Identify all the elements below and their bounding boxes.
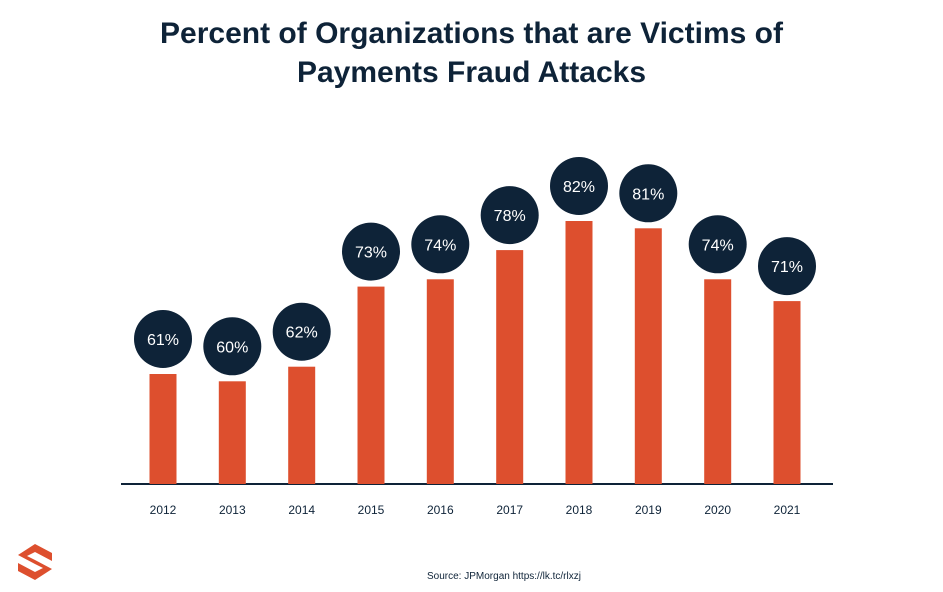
bar [565,221,593,484]
bar-group: 71% 2021 [758,237,816,517]
bar [773,301,801,484]
source-note: Source: JPMorgan https://lk.tc/rlxzj [427,571,581,582]
x-tick-label: 2013 [219,503,246,517]
x-tick-label: 2021 [774,503,801,517]
data-label: 74% [424,237,456,254]
data-label: 78% [494,208,526,225]
value-bubble [342,222,400,281]
bar [218,381,246,484]
bar [357,286,385,484]
chart-title: Percent of Organizations that are Victim… [0,14,943,92]
data-label: 81% [632,186,664,203]
value-bubble [688,215,747,274]
data-label: 61% [147,332,179,349]
x-tick-label: 2016 [427,503,454,517]
bar [704,279,732,484]
bar-group: 82% 2018 [550,157,608,517]
value-bubble [480,186,539,245]
bar [496,250,524,484]
chart-title-line-2: Payments Fraud Attacks [296,56,646,89]
bar [634,228,662,484]
x-tick-label: 2017 [496,503,523,517]
value-bubble [203,317,262,376]
value-bubble [619,164,678,223]
bar-group: 74% 2016 [411,215,470,517]
value-bubble [134,310,192,368]
value-bubble [550,157,608,215]
data-label: 71% [771,259,803,276]
x-tick-label: 2015 [358,503,385,517]
brand-logo-icon [18,544,52,580]
value-bubble [411,215,470,274]
value-bubble [272,302,331,361]
bar-group: 62% 2014 [272,302,331,517]
chart-title-line-1: Percent of Organizations that are Victim… [160,17,783,50]
x-tick-label: 2019 [635,503,662,517]
value-bubble [758,237,816,296]
data-label: 82% [563,179,595,196]
data-label: 60% [216,339,248,356]
x-tick-label: 2020 [704,503,731,517]
bar-group: 61% 2012 [134,310,192,517]
x-tick-label: 2018 [566,503,593,517]
x-tick-label: 2014 [288,503,315,517]
bar-group: 73% 2015 [342,222,400,517]
bar-group: 78% 2017 [480,186,539,517]
bar [426,279,454,484]
bar-group: 81% 2019 [619,164,678,517]
bar [149,374,177,484]
x-tick-label: 2012 [150,503,177,517]
bar-group: 60% 2013 [203,317,262,517]
data-label: 62% [286,325,318,342]
data-label: 74% [702,237,734,254]
data-label: 73% [355,245,387,262]
bar-group: 74% 2020 [688,215,747,517]
bar [288,366,316,484]
